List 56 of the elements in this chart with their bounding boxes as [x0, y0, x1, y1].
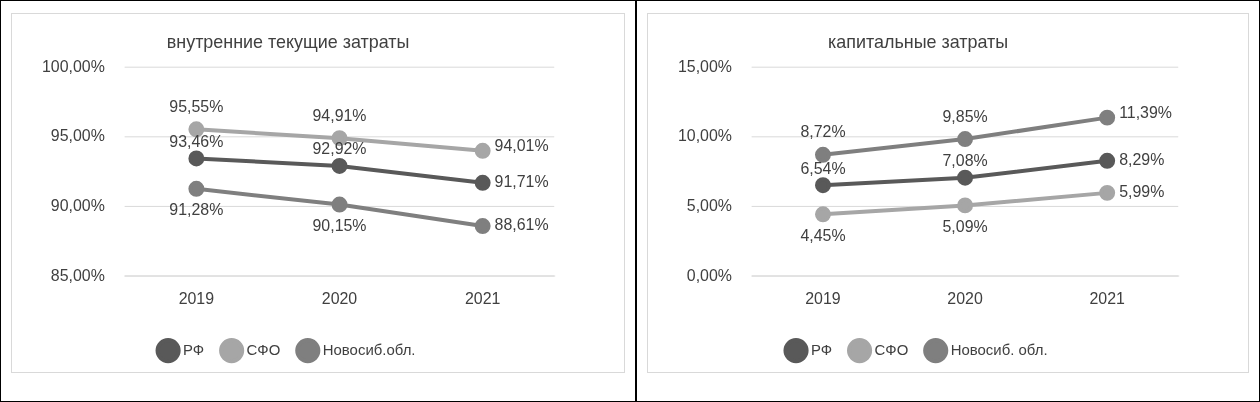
- point: [1099, 109, 1116, 126]
- x-tick-label: 2020: [321, 290, 358, 308]
- y-tick-label: 0,00%: [686, 266, 732, 284]
- data-label: 93,46%: [169, 132, 224, 150]
- x-tick-label: 2019: [805, 290, 841, 308]
- y-tick-label: 15,00%: [677, 57, 732, 75]
- data-label: 11,39%: [1119, 104, 1172, 122]
- point: [331, 158, 348, 174]
- data-label: 5,09%: [942, 217, 988, 235]
- point: [815, 177, 831, 194]
- data-label: 8,29%: [1119, 151, 1165, 169]
- point: [474, 218, 491, 234]
- y-tick-label: 5,00%: [686, 197, 732, 215]
- data-label: 8,72%: [800, 123, 846, 141]
- data-label: 6,54%: [800, 159, 846, 177]
- x-tick-label: 2020: [947, 290, 983, 308]
- point: [188, 150, 205, 167]
- legend-label: РФ: [183, 340, 205, 358]
- chart-title: капитальные затраты: [828, 31, 1009, 52]
- point: [957, 131, 974, 148]
- point: [1099, 152, 1116, 169]
- y-tick-label: 10,00%: [677, 127, 732, 145]
- legend-label: РФ: [810, 340, 833, 358]
- data-label: 88,61%: [494, 216, 549, 234]
- point: [1099, 184, 1116, 201]
- data-label: 92,92%: [312, 140, 367, 158]
- y-tick-label: 85,00%: [50, 266, 105, 284]
- x-tick-label: 2019: [178, 290, 215, 308]
- point: [474, 174, 491, 191]
- legend-label: СФО: [246, 340, 281, 358]
- point: [474, 142, 491, 159]
- point: [188, 180, 205, 197]
- x-tick-label: 2021: [1089, 290, 1126, 308]
- legend-label: СФО: [874, 340, 909, 358]
- point: [815, 146, 831, 163]
- data-label: 91,28%: [169, 201, 224, 219]
- data-label: 5,99%: [1119, 183, 1165, 201]
- point: [957, 169, 974, 186]
- data-label: 91,71%: [494, 173, 549, 191]
- data-label: 95,55%: [169, 97, 224, 115]
- y-tick-label: 90,00%: [50, 197, 105, 215]
- point: [331, 196, 348, 213]
- point: [957, 197, 974, 214]
- data-label: 90,15%: [312, 216, 367, 234]
- x-tick-label: 2021: [464, 290, 501, 308]
- y-tick-label: 100,00%: [41, 57, 105, 75]
- y-tick-label: 95,00%: [50, 127, 105, 145]
- data-label: 94,01%: [494, 137, 549, 155]
- point: [815, 206, 831, 223]
- legend-label: Новосиб.обл.: [322, 340, 416, 358]
- data-label: 94,91%: [312, 106, 367, 124]
- chart-title: внутренние текущие затраты: [166, 31, 410, 52]
- data-label: 4,45%: [800, 226, 846, 244]
- data-label: 7,08%: [942, 152, 988, 170]
- legend-label: Новосиб. обл.: [950, 340, 1048, 358]
- data-label: 9,85%: [942, 107, 988, 125]
